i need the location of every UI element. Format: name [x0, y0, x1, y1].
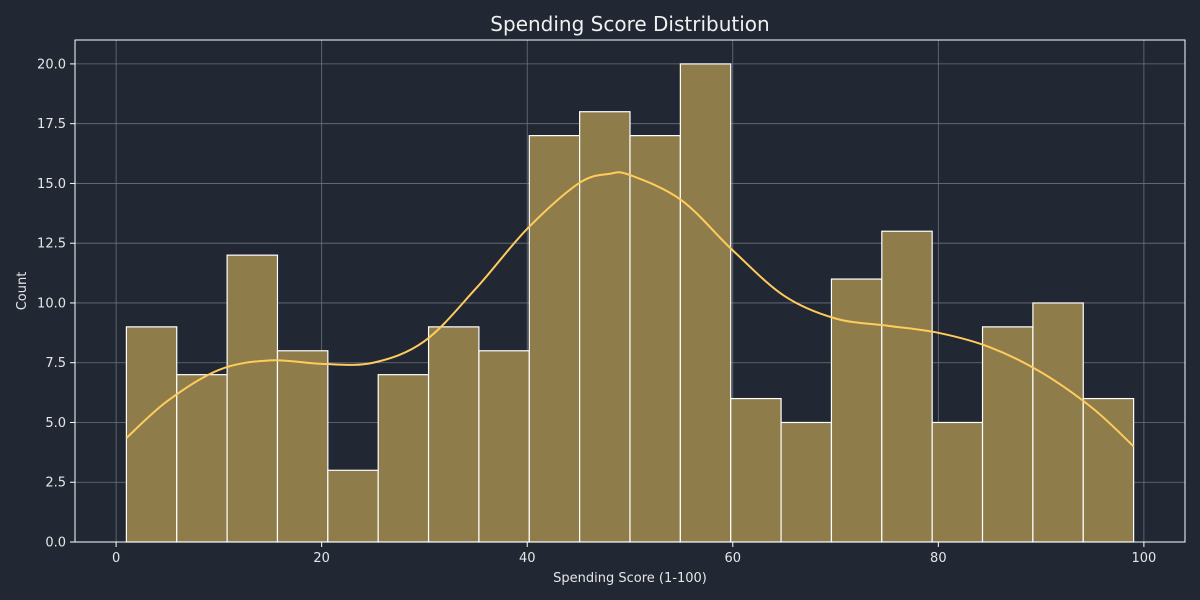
histogram-bar — [377, 374, 430, 543]
histogram-bar — [1082, 397, 1135, 543]
histogram-bar — [579, 111, 631, 543]
histogram-bar — [276, 350, 329, 543]
kde-curve-group — [125, 171, 1135, 448]
y-tick-label: 0.0 — [45, 536, 66, 551]
x-tick-label: 60 — [725, 551, 742, 566]
histogram-bar — [730, 397, 782, 543]
histogram-bar — [981, 326, 1034, 543]
histogram-bar — [931, 421, 984, 543]
y-tick-label: 17.5 — [37, 117, 66, 132]
histogram-bar — [1032, 302, 1084, 543]
x-tick-label: 40 — [519, 551, 536, 566]
x-tick-label: 100 — [1131, 551, 1156, 566]
x-axis-label: Spending Score (1-100) — [553, 571, 707, 586]
y-tick-label: 2.5 — [45, 476, 66, 491]
histogram-bar — [528, 135, 581, 543]
histogram-bar — [780, 421, 833, 543]
plot-frame — [74, 39, 1186, 543]
y-tick-label: 15.0 — [37, 177, 66, 192]
histogram-bar — [427, 326, 480, 543]
x-tick-label: 0 — [112, 551, 120, 566]
kde-line — [125, 171, 1135, 448]
histogram-bar — [226, 254, 279, 543]
tick-labels: 0 20 40 60 80 100 0.0 2.5 5.0 7.5 10.0 12.5 15.0 17.5… — [37, 57, 1156, 566]
histogram-bar — [478, 350, 530, 543]
histogram-bar — [881, 230, 933, 543]
axes-frame — [74, 39, 1186, 543]
y-axis-label: Count — [15, 272, 30, 311]
y-tick-label: 7.5 — [45, 356, 66, 371]
y-tick-label: 10.0 — [37, 296, 66, 311]
y-tick-label: 5.0 — [45, 416, 66, 431]
histogram-bar — [629, 135, 681, 543]
y-tick-label: 20.0 — [37, 57, 66, 72]
histogram-bars — [125, 63, 1135, 543]
chart-title: Spending Score Distribution — [490, 12, 769, 36]
x-tick-label: 20 — [313, 551, 330, 566]
histogram-bar — [679, 63, 732, 543]
y-tick-label: 12.5 — [37, 237, 66, 252]
histogram-bar — [327, 469, 379, 543]
histogram-bar — [125, 326, 178, 543]
histogram-bar — [176, 374, 228, 543]
x-tick-label: 80 — [930, 551, 947, 566]
